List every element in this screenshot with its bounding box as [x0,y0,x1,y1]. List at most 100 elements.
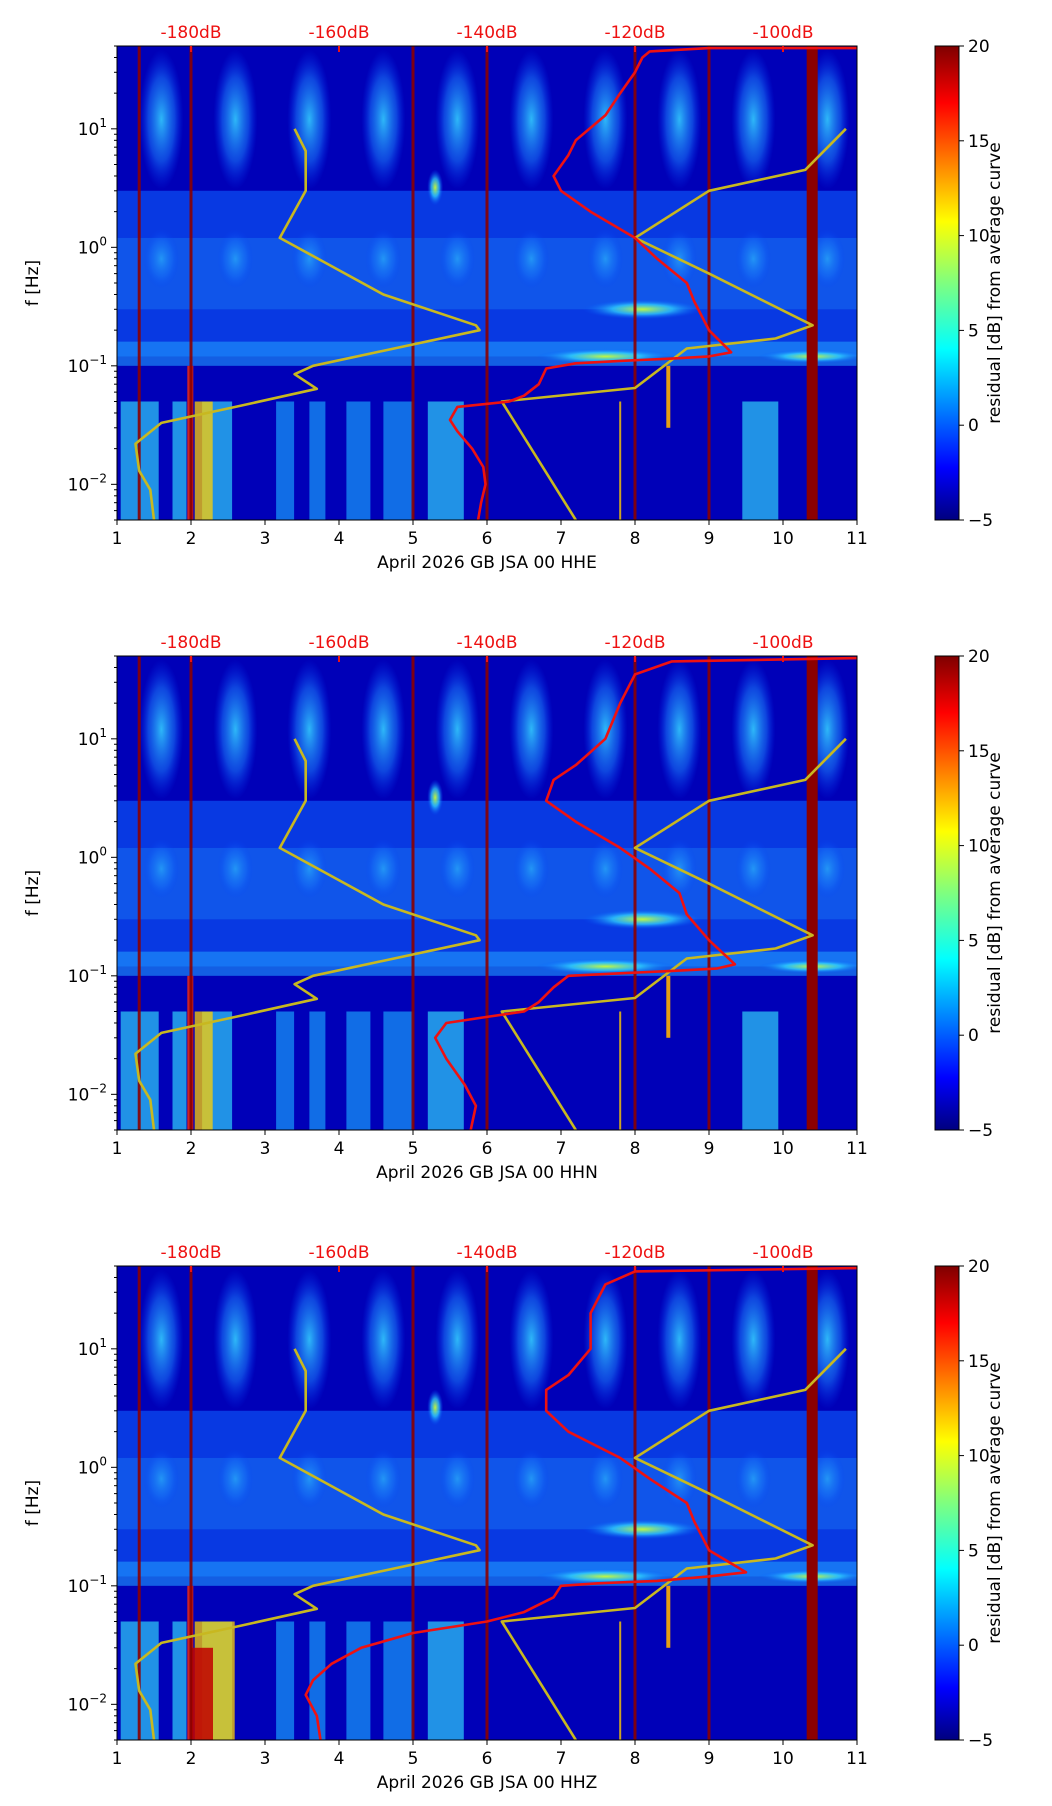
colorbar [934,655,960,1131]
x-tick-label: 3 [260,529,271,549]
heatmap-image [117,46,857,520]
colorbar-tick-label: 20 [968,647,990,667]
x-tick-label: 8 [630,529,641,549]
x-tick-label: 7 [556,529,567,549]
db-scale-label: -120dB [604,633,665,653]
x-tick-label: 6 [482,1749,493,1769]
x-tick-label: 11 [846,1749,868,1769]
colorbar [934,45,960,521]
colorbar-tick-label: −5 [968,1121,993,1141]
x-tick-label: 6 [482,1139,493,1159]
y-axis-label: f [Hz] [23,1480,43,1526]
db-scale-label: -140dB [456,1243,517,1263]
colorbar-label: residual [dB] from average curve [985,142,1005,423]
colorbar-tick-label: 20 [968,37,990,57]
y-tick-label: 10−2 [68,1691,107,1715]
colorbar [934,1265,960,1741]
y-tick-label: 100 [78,1454,107,1478]
db-scale-label: -160dB [308,1243,369,1263]
noise-model-curve [134,738,481,1130]
noise-model-curve-high [500,127,847,520]
x-tick-label: 9 [704,1749,715,1769]
colorbar-label: residual [dB] from average curve [985,752,1005,1033]
x-tick-label: 2 [186,529,197,549]
colorbar-tick-label: 0 [968,1636,979,1656]
colorbar-label: residual [dB] from average curve [985,1362,1005,1643]
colorbar-tick-label: 0 [968,416,979,436]
db-scale-label: -100dB [752,23,813,43]
x-tick-label: 1 [112,1749,123,1769]
x-tick-label: 2 [186,1749,197,1769]
colorbar-tick-label: 15 [968,742,990,762]
y-tick-label: 100 [78,844,107,868]
colorbar-tick-label: 10 [968,227,990,247]
x-tick-label: 11 [846,1139,868,1159]
median-psd-curve [304,1266,857,1740]
x-tick-label: 5 [408,1749,419,1769]
x-axis-label: April 2026 GB JSA 00 HHZ [377,1773,598,1793]
x-tick-label: 7 [556,1749,567,1769]
x-tick-label: 2 [186,1139,197,1159]
x-tick-label: 10 [772,1749,794,1769]
x-tick-label: 8 [630,1749,641,1769]
x-tick-label: 4 [334,1749,345,1769]
colorbar-tick-label: −5 [968,511,993,531]
x-tick-label: 4 [334,529,345,549]
noise-model-curve [134,128,481,520]
db-scale-label: -100dB [752,633,813,653]
x-tick-label: 9 [704,529,715,549]
db-scale-label: -180dB [160,23,221,43]
x-tick-label: 5 [408,529,419,549]
y-tick-label: 10−1 [68,1573,107,1597]
y-tick-label: 100 [78,234,107,258]
x-tick-label: 3 [260,1749,271,1769]
db-scale-label: -100dB [752,1243,813,1263]
x-tick-label: 7 [556,1139,567,1159]
x-tick-label: 4 [334,1139,345,1159]
heatmap-image [117,656,857,1130]
x-tick-label: 10 [772,1139,794,1159]
db-scale-label: -180dB [160,633,221,653]
colorbar-tick-label: 20 [968,1257,990,1277]
db-scale-label: -120dB [604,23,665,43]
colorbar-tick-label: 0 [968,1026,979,1046]
colorbar-tick-label: 5 [968,931,979,951]
median-psd-curve [448,46,857,520]
db-scale-label: -160dB [308,633,369,653]
y-tick-label: 10−1 [68,963,107,987]
colorbar-tick-label: 10 [968,1447,990,1467]
colorbar-tick-label: −5 [968,1731,993,1751]
y-tick-label: 10−2 [68,1081,107,1105]
x-tick-label: 6 [482,529,493,549]
x-axis-label: April 2026 GB JSA 00 HHE [377,553,597,573]
noise-model-curve-high [500,1347,847,1740]
y-axis-label: f [Hz] [23,260,43,306]
heatmap-image [117,1266,857,1740]
x-tick-label: 3 [260,1139,271,1159]
median-psd-curve [433,656,857,1130]
x-tick-label: 11 [846,529,868,549]
db-scale-label: -180dB [160,1243,221,1263]
x-tick-label: 5 [408,1139,419,1159]
db-scale-label: -140dB [456,23,517,43]
y-tick-label: 101 [78,726,107,750]
colorbar-tick-label: 15 [968,132,990,152]
noise-model-curve-high [500,737,847,1130]
noise-model-curve [134,1348,481,1740]
x-tick-label: 10 [772,529,794,549]
x-tick-label: 9 [704,1139,715,1159]
db-scale-label: -140dB [456,633,517,653]
colorbar-tick-label: 5 [968,321,979,341]
y-tick-label: 10−1 [68,353,107,377]
x-tick-label: 8 [630,1139,641,1159]
colorbar-tick-label: 5 [968,1541,979,1561]
y-tick-label: 10−2 [68,471,107,495]
colorbar-tick-label: 10 [968,837,990,857]
y-tick-label: 101 [78,1336,107,1360]
y-axis-label: f [Hz] [23,870,43,916]
x-tick-label: 1 [112,1139,123,1159]
